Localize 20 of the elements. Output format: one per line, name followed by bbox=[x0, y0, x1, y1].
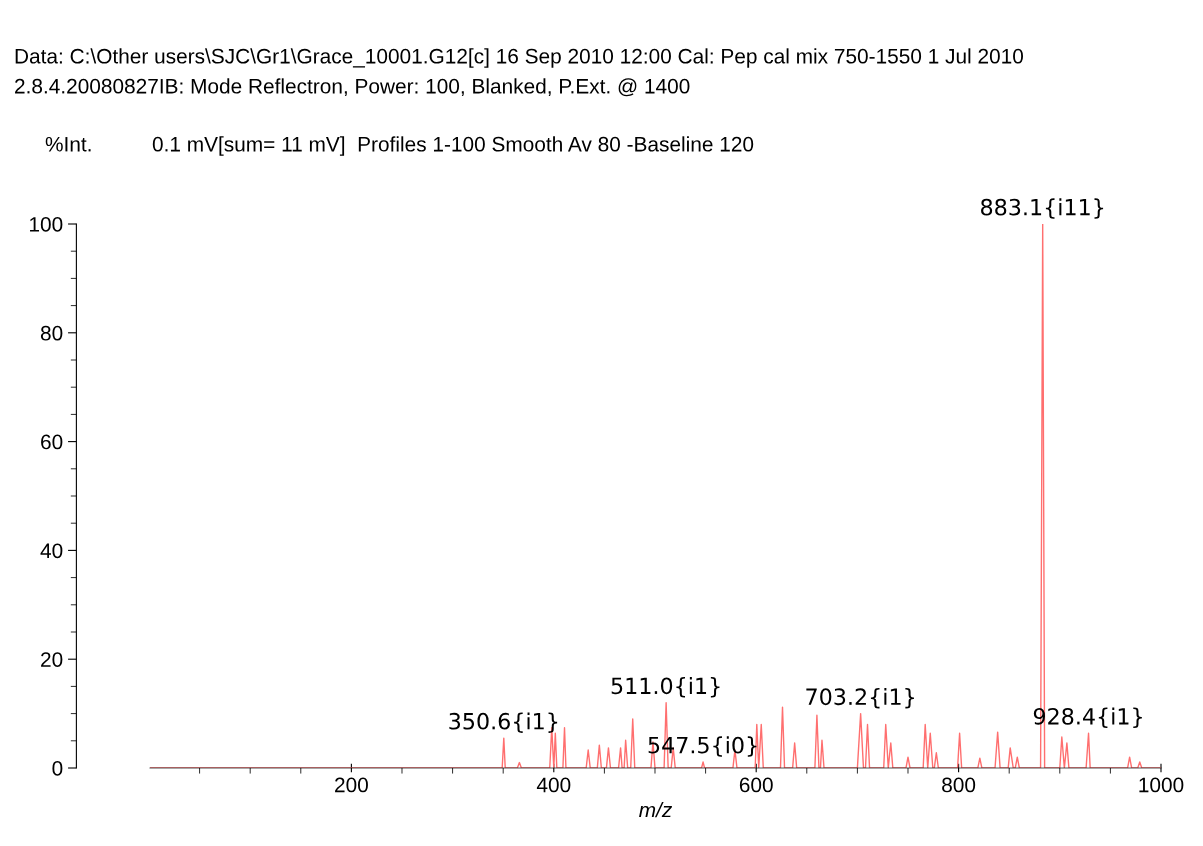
x-tick-label: 800 bbox=[942, 777, 976, 793]
y-tick-label: 80 bbox=[40, 325, 63, 341]
annotation: 703.2{i1} bbox=[806, 687, 914, 709]
annotation: 511.0{i1} bbox=[611, 677, 720, 698]
x-axis-title: m/z bbox=[639, 802, 672, 818]
y-tick-label: 60 bbox=[41, 434, 63, 450]
x-tick-label: 400 bbox=[536, 777, 571, 793]
text: 0.1 mV[sum= 11 mV] Profiles 1-100 Smooth Av 80 -Baseline 120 bbox=[152, 136, 754, 156]
y-tick-label: 20 bbox=[41, 652, 63, 667]
y-tick-label: 0 bbox=[52, 761, 63, 776]
y-axis-title: %Int. bbox=[45, 136, 91, 152]
y-tick-label: 40 bbox=[40, 543, 63, 559]
y-tick-label: 100 bbox=[30, 217, 63, 232]
annotation: 350.6{i1} bbox=[449, 712, 558, 733]
x-tick-label: 200 bbox=[335, 777, 368, 793]
chart-subtitle: 2.8.4.20080827IB: Mode Reflectron, Power: 100, Blanked, P.Ext. @ 1400 bbox=[15, 78, 690, 97]
annotation: 883.1{i11} bbox=[981, 198, 1104, 219]
x-tick-label: 600 bbox=[739, 777, 773, 793]
chart-title: Data: C:\Other users\SJC\Gr1\Grace_10001.G12[c] 16 Sep 2010 12:00 Cal: Pep cal mix 750-1550 1 Jul 2010 bbox=[15, 48, 1024, 68]
x-tick-label: 1000 bbox=[1139, 777, 1184, 793]
